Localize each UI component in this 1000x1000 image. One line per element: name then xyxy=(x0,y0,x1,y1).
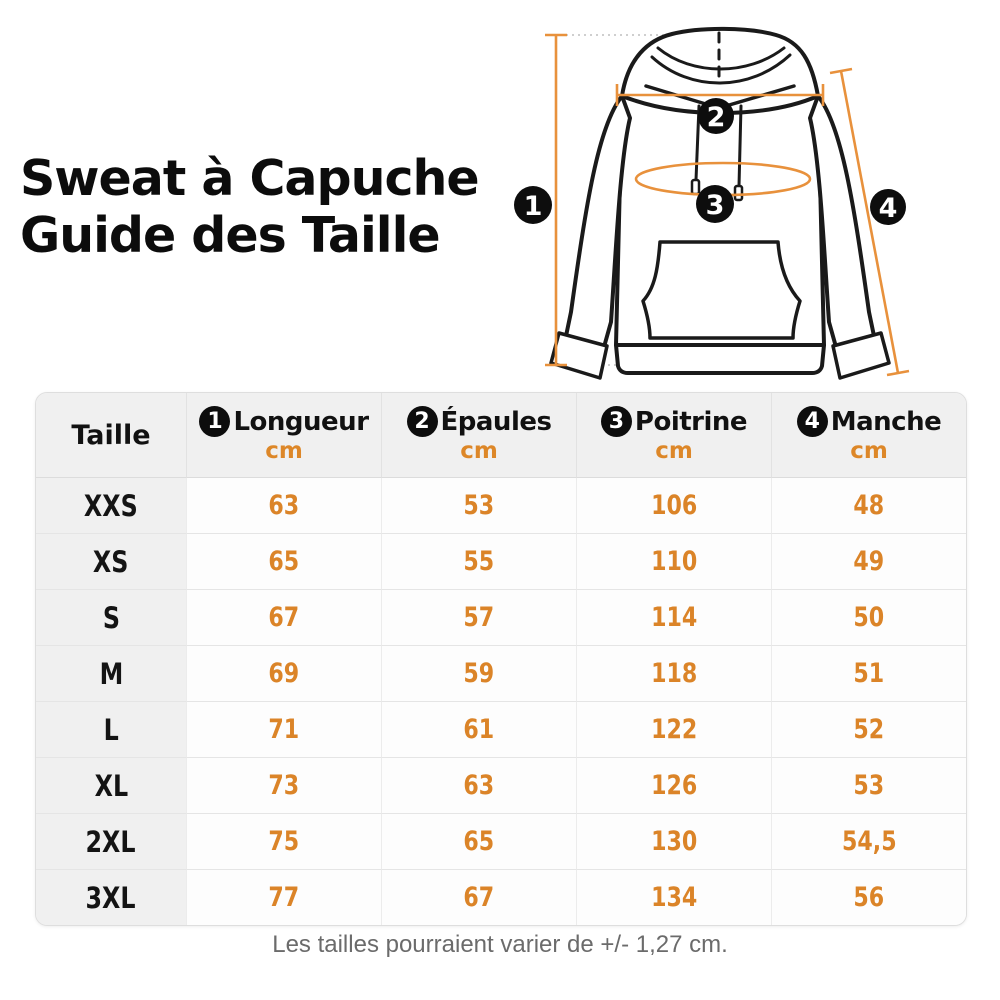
value-cell: 53 xyxy=(771,757,966,813)
value-cell: 73 xyxy=(186,757,381,813)
measure-line-sleeve xyxy=(829,67,910,377)
column-header-longueur: 1 Longueur cm xyxy=(186,393,381,478)
hoodie-art xyxy=(549,26,891,380)
column-header-epaules: 2 Épaules cm xyxy=(381,393,576,478)
value-cell: 114 xyxy=(576,589,771,645)
column-header-size: Taille xyxy=(36,393,186,478)
value-cell: 69 xyxy=(186,645,381,701)
marker-3-chest: 3 xyxy=(696,185,734,223)
value-cell: 65 xyxy=(381,813,576,869)
value-cell: 49 xyxy=(771,533,966,589)
table-row: XXS 63 53 106 48 xyxy=(36,478,966,533)
marker-4-sleeve: 4 xyxy=(870,189,906,225)
value-cell: 56 xyxy=(771,869,966,925)
size-cell: XS xyxy=(36,533,186,589)
value-cell: 51 xyxy=(771,645,966,701)
marker-1-length: 1 xyxy=(514,186,552,224)
value-cell: 67 xyxy=(186,589,381,645)
marker-2-shoulders: 2 xyxy=(698,98,734,134)
svg-text:4: 4 xyxy=(879,193,898,224)
table-row: XS 65 55 110 49 xyxy=(36,533,966,589)
unit-label: cm xyxy=(655,438,693,464)
table-row: XL 73 63 126 53 xyxy=(36,757,966,813)
value-cell: 65 xyxy=(186,533,381,589)
value-cell: 54,5 xyxy=(771,813,966,869)
value-cell: 134 xyxy=(576,869,771,925)
svg-text:2: 2 xyxy=(707,102,726,133)
size-cell: 2XL xyxy=(36,813,186,869)
value-cell: 75 xyxy=(186,813,381,869)
value-cell: 50 xyxy=(771,589,966,645)
page-title: Sweat à Capuche Guide des Taille xyxy=(20,149,480,265)
size-cell: XL xyxy=(36,757,186,813)
value-cell: 130 xyxy=(576,813,771,869)
hoodie-diagram-svg: 1 2 3 4 xyxy=(514,26,910,380)
value-cell: 63 xyxy=(186,478,381,533)
value-cell: 126 xyxy=(576,757,771,813)
value-cell: 52 xyxy=(771,701,966,757)
value-cell: 61 xyxy=(381,701,576,757)
table-row: L 71 61 122 52 xyxy=(36,701,966,757)
size-cell: M xyxy=(36,645,186,701)
value-cell: 57 xyxy=(381,589,576,645)
value-cell: 71 xyxy=(186,701,381,757)
svg-text:1: 1 xyxy=(524,191,543,222)
size-cell: XXS xyxy=(36,478,186,533)
value-cell: 110 xyxy=(576,533,771,589)
value-cell: 67 xyxy=(381,869,576,925)
table-row: M 69 59 118 51 xyxy=(36,645,966,701)
unit-label: cm xyxy=(850,438,888,464)
column-header-manche: 4 Manche cm xyxy=(771,393,966,478)
measure-line-length xyxy=(545,33,567,367)
table-row: S 67 57 114 50 xyxy=(36,589,966,645)
unit-label: cm xyxy=(460,438,498,464)
marker-3-badge-icon: 3 xyxy=(600,406,632,437)
page-title-line1: Sweat à Capuche xyxy=(20,149,480,207)
size-cell: 3XL xyxy=(36,869,186,925)
value-cell: 55 xyxy=(381,533,576,589)
column-header-poitrine: 3 Poitrine cm xyxy=(576,393,771,478)
value-cell: 63 xyxy=(381,757,576,813)
hoodie-measurement-diagram: 1 2 3 4 xyxy=(500,0,950,390)
table-row: 3XL 77 67 134 56 xyxy=(36,869,966,925)
page-title-line2: Guide des Taille xyxy=(20,206,441,264)
value-cell: 118 xyxy=(576,645,771,701)
unit-label: cm xyxy=(265,438,303,464)
svg-text:3: 3 xyxy=(706,190,725,221)
value-cell: 77 xyxy=(186,869,381,925)
value-cell: 106 xyxy=(576,478,771,533)
size-cell: S xyxy=(36,589,186,645)
marker-4-badge-icon: 4 xyxy=(796,406,828,437)
marker-2-badge-icon: 2 xyxy=(406,406,438,437)
value-cell: 48 xyxy=(771,478,966,533)
value-cell: 122 xyxy=(576,701,771,757)
table-row: 2XL 75 65 130 54,5 xyxy=(36,813,966,869)
table-header-row: Taille 1 Longueur cm 2 Épaules cm 3 Poitrine c… xyxy=(36,393,966,478)
value-cell: 53 xyxy=(381,478,576,533)
value-cell: 59 xyxy=(381,645,576,701)
size-table: Taille 1 Longueur cm 2 Épaules cm 3 Poitrine c… xyxy=(35,392,967,926)
marker-1-badge-icon: 1 xyxy=(199,406,231,437)
measure-line-shoulders xyxy=(615,84,825,106)
tolerance-note: Les tailles pourraient varier de +/- 1,2… xyxy=(272,931,728,958)
size-cell: L xyxy=(36,701,186,757)
